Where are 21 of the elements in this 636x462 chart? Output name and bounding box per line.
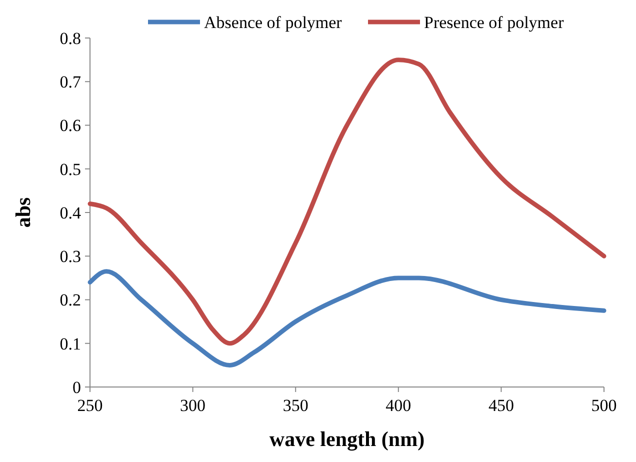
y-tick-label: 0.1 [60, 334, 81, 354]
line-series [88, 269, 606, 368]
y-tick-label: 0 [72, 378, 81, 397]
legend-label: Absence of polymer [204, 13, 342, 32]
x-tick-label: 400 [386, 396, 412, 415]
y-tick-label: 0.8 [60, 28, 81, 48]
x-tick-label: 300 [180, 396, 206, 415]
y-tick-label: 0.3 [60, 247, 81, 266]
x-tick-label: 450 [488, 396, 514, 415]
x-tick-label: 500 [591, 396, 617, 415]
legend-label: Presence of polymer [424, 13, 564, 32]
x-axis-title: wave length (nm) [269, 427, 425, 451]
x-tick-label: 350 [282, 396, 308, 415]
y-tick-label: 0.4 [60, 203, 82, 222]
line-series [88, 58, 606, 346]
y-tick-label: 0.2 [60, 290, 81, 310]
y-tick-label: 0.5 [60, 160, 81, 179]
x-tick-label: 250 [77, 396, 103, 415]
y-tick-label: 0.6 [60, 116, 81, 136]
y-tick-label: 0.7 [60, 72, 82, 92]
y-axis-title: abs [11, 197, 35, 228]
